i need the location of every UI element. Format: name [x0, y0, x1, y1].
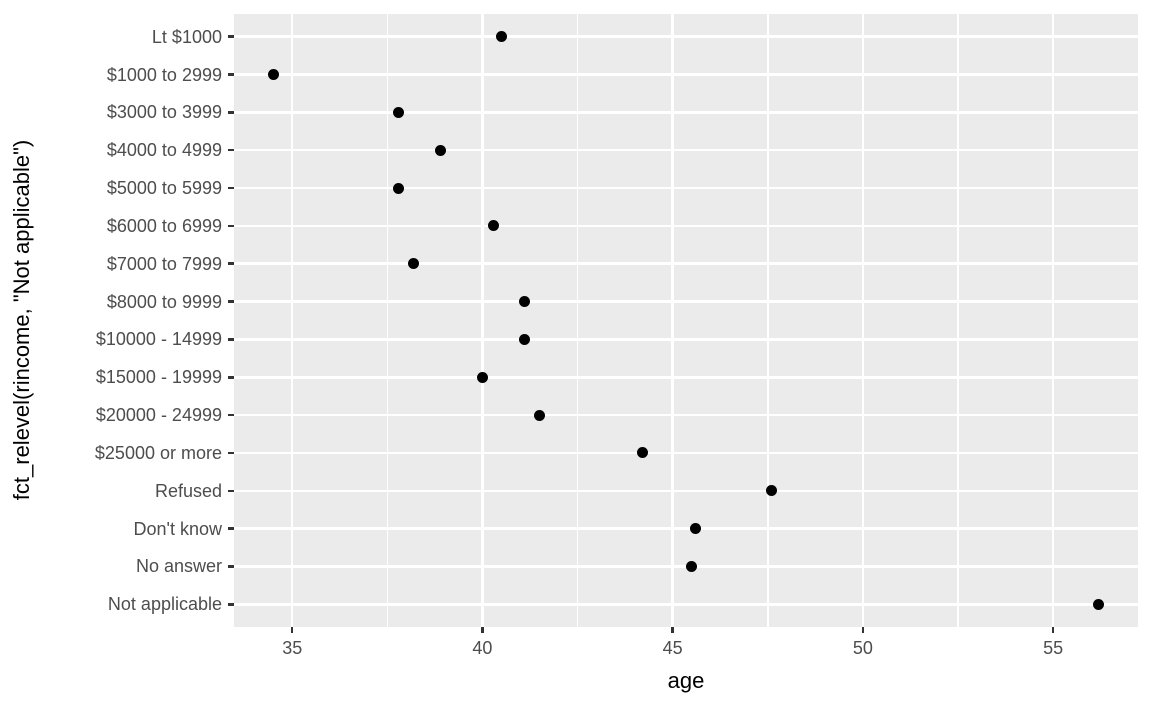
y-tick-mark — [228, 224, 234, 228]
data-point — [534, 409, 546, 421]
x-tick-label: 55 — [1043, 638, 1064, 658]
y-major-gridline — [234, 111, 1138, 114]
x-major-gridline — [290, 14, 294, 627]
y-major-gridline — [234, 338, 1138, 341]
data-point — [1093, 598, 1105, 610]
y-tick-mark — [228, 148, 234, 152]
y-major-gridline — [234, 413, 1138, 417]
x-minor-gridline — [576, 14, 579, 627]
data-point — [690, 523, 701, 535]
y-tick-label: $15000 - 19999 — [95, 367, 222, 388]
x-tick-mark — [290, 627, 294, 633]
data-point — [518, 296, 530, 308]
x-tick-label: 50 — [852, 638, 873, 658]
y-major-gridline — [234, 262, 1138, 265]
data-point — [766, 485, 778, 497]
y-major-gridline — [234, 73, 1138, 76]
x-tick-label: 35 — [282, 638, 303, 658]
y-tick-mark — [228, 111, 234, 114]
y-major-gridline — [234, 148, 1138, 152]
y-tick-label: $20000 - 24999 — [95, 405, 222, 426]
y-major-gridline — [234, 186, 1138, 190]
x-tick-mark — [481, 627, 484, 633]
y-tick-mark — [228, 489, 234, 493]
y-tick-mark — [228, 527, 234, 530]
x-major-gridline — [481, 14, 484, 627]
data-point — [488, 220, 500, 232]
y-tick-label: $5000 to 5999 — [106, 178, 222, 199]
y-tick-label: Not applicable — [107, 594, 222, 615]
y-tick-mark — [228, 376, 234, 379]
y-tick-mark — [228, 186, 234, 190]
y-tick-label: $25000 or more — [94, 442, 222, 463]
y-tick-label: $1000 to 2999 — [106, 64, 222, 85]
y-tick-label: No answer — [135, 556, 222, 577]
y-tick-label: Lt $1000 — [151, 26, 222, 47]
y-major-gridline — [234, 224, 1138, 228]
y-tick-mark — [228, 338, 234, 341]
plot-panel — [234, 14, 1138, 627]
y-major-gridline — [234, 603, 1138, 606]
x-major-gridline — [1051, 14, 1055, 627]
y-major-gridline — [234, 376, 1138, 379]
x-minor-gridline — [957, 14, 959, 627]
x-minor-gridline — [386, 14, 389, 627]
y-tick-label: $7000 to 7999 — [106, 253, 222, 274]
x-tick-mark — [861, 627, 865, 633]
y-tick-mark — [228, 451, 234, 455]
x-tick-mark — [1051, 627, 1055, 633]
data-point — [476, 371, 488, 383]
data-point — [393, 106, 405, 118]
y-tick-mark — [228, 413, 234, 417]
data-point — [636, 447, 648, 459]
y-major-gridline — [234, 489, 1138, 493]
y-tick-label: $4000 to 4999 — [106, 140, 222, 161]
y-major-gridline — [234, 451, 1138, 455]
y-tick-label: $3000 to 3999 — [106, 102, 222, 123]
y-tick-label: Don't know — [133, 518, 222, 539]
data-point — [267, 69, 279, 81]
y-tick-mark — [228, 35, 234, 38]
y-tick-mark — [228, 73, 234, 76]
y-tick-mark — [228, 262, 234, 265]
x-tick-label: 45 — [662, 638, 683, 658]
data-point — [686, 560, 698, 572]
x-tick-label: 40 — [472, 638, 493, 658]
y-major-gridline — [234, 35, 1138, 38]
y-tick-label: $10000 - 14999 — [95, 329, 222, 350]
x-minor-gridline — [767, 14, 769, 627]
x-tick-mark — [671, 627, 674, 633]
data-point — [518, 333, 530, 345]
y-tick-mark — [228, 300, 234, 303]
data-point — [435, 144, 447, 156]
y-tick-label: Refused — [154, 480, 222, 501]
x-major-gridline — [671, 14, 674, 627]
data-point — [495, 31, 507, 43]
y-tick-label: $8000 to 9999 — [106, 291, 222, 312]
data-point — [408, 258, 420, 270]
y-tick-mark — [228, 603, 234, 606]
y-tick-label: $6000 to 6999 — [106, 215, 222, 236]
y-major-gridline — [234, 300, 1138, 303]
x-major-gridline — [861, 14, 865, 627]
y-major-gridline — [234, 527, 1138, 530]
data-point — [393, 182, 405, 194]
y-tick-mark — [228, 565, 234, 568]
y-major-gridline — [234, 565, 1138, 568]
x-axis-title: age — [667, 668, 705, 693]
